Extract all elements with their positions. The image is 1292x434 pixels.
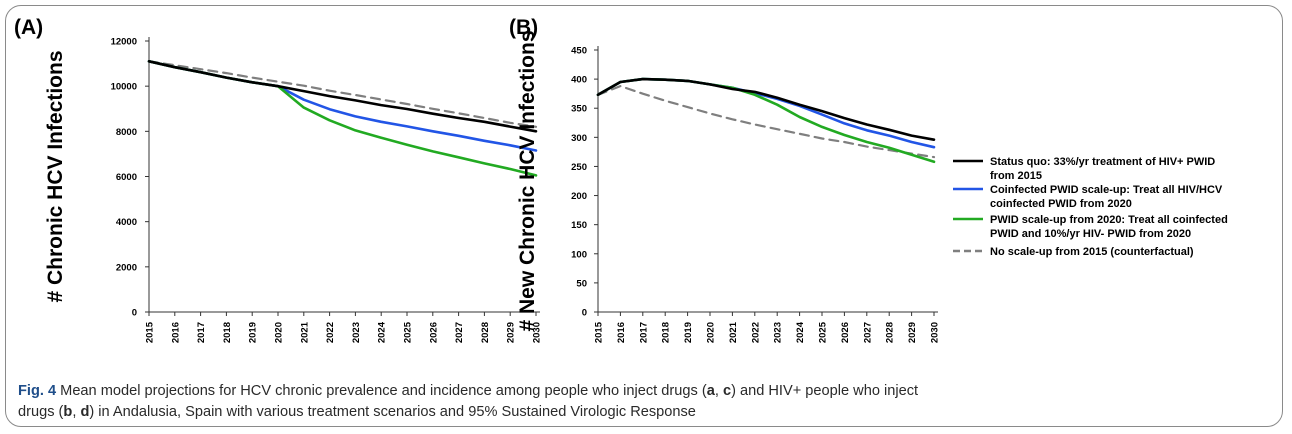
panel-a-series-line-3 — [147, 59, 538, 177]
panel-b-x-tick-label: 2021 — [728, 321, 739, 343]
caption-ref-b: b — [63, 404, 73, 420]
panel-a-y-tick-label: 12000 — [111, 37, 137, 48]
caption-ref-a: a — [706, 383, 715, 399]
panel-b-x-tick-label: 2017 — [638, 322, 649, 343]
panel-a-series-line-1 — [147, 59, 538, 133]
legend-label-4: No scale-up from 2015 (counterfactual) — [990, 246, 1194, 258]
panel-a-x-tick-label: 2015 — [145, 321, 156, 343]
panel-b-y-tick-label: 400 — [571, 75, 587, 86]
chart-canvas: (A)# Chronic HCV Infections0200040006000… — [14, 16, 1228, 343]
panel-b-series-line-4 — [596, 84, 936, 159]
caption-ref-c: c — [722, 383, 732, 399]
panel-b-x-tick-label: 2019 — [683, 322, 694, 343]
caption-text-1: Mean model projections for HCV chronic p… — [56, 383, 707, 399]
panel-a-x-tick-label: 2019 — [248, 322, 259, 343]
panel-b-x-tick-label: 2026 — [840, 322, 851, 343]
panel-b-x-tick-label: 2022 — [750, 322, 761, 343]
caption-text-3: drugs ( — [18, 404, 64, 420]
panel-a-y-tick-label: 10000 — [111, 82, 137, 93]
panel-a-x-tick-label: 2018 — [222, 322, 233, 343]
figure-frame: (A) # Chronic HCV Infections 0 2000 4000 6000… — [5, 5, 1283, 427]
panel-b-y-tick-label: 450 — [571, 46, 587, 57]
panel-b-y-tick-label: 300 — [571, 133, 587, 144]
panel-a-y-tick-label: 8000 — [116, 127, 137, 138]
panel-a-x-tick-label: 2026 — [428, 322, 439, 343]
panel-a-letter: (A) — [14, 16, 43, 39]
panel-b-y-tick-label: 0 — [582, 308, 587, 319]
panel-a-y-tick-label: 0 — [132, 308, 137, 319]
panel-a-y-tick-label: 4000 — [116, 217, 137, 228]
panel-b-y-tick-label: 350 — [571, 104, 587, 115]
panel-b-x-tick-label: 2023 — [773, 322, 784, 343]
panel-a-x-tick-label: 2022 — [325, 322, 336, 343]
panel-b-series-line-3 — [596, 77, 936, 164]
panel-a-y-axis-label: # Chronic HCV Infections — [44, 50, 67, 302]
panel-b-x-tick-label: 2018 — [661, 322, 672, 343]
panel-a-x-tick-label: 2020 — [274, 322, 285, 343]
panel-a-x-tick-label: 2023 — [351, 322, 362, 343]
legend-label-2-cont: coinfected PWID from 2020 — [990, 198, 1132, 210]
panel-b-x-tick-label: 2020 — [706, 322, 717, 343]
panel-b-x-tick-label: 2028 — [885, 322, 896, 343]
panel-a-x-tick-label: 2016 — [170, 322, 181, 343]
legend-label-3: PWID scale-up from 2020: Treat all coinf… — [990, 214, 1228, 226]
figure-caption: Fig. 4 Mean model projections for HCV ch… — [18, 381, 1273, 423]
panel-a-x-tick-label: 2027 — [454, 322, 465, 343]
legend-label-2: Coinfected PWID scale-up: Treat all HIV/… — [990, 184, 1223, 196]
panel-a-y-tick-label: 6000 — [116, 172, 137, 183]
panel-a-series-line-4 — [147, 60, 538, 128]
panel-b-letter: (B) — [509, 16, 538, 39]
panel-b-x-tick-label: 2029 — [907, 322, 918, 343]
panel-b-y-tick-label: 50 — [576, 278, 587, 289]
panel-b-x-tick-label: 2024 — [795, 321, 806, 343]
panel-a-x-tick-label: 2017 — [196, 322, 207, 343]
panel-a-x-tick-label: 2021 — [299, 321, 310, 343]
panel-b-x-tick-label: 2025 — [818, 321, 829, 343]
caption-label: Fig. 4 — [18, 383, 57, 399]
panel-b-y-tick-label: 250 — [571, 162, 587, 173]
panel-b-y-tick-label: 150 — [571, 220, 587, 231]
panel-b-series-line-2 — [596, 77, 936, 149]
legend-label-1: Status quo: 33%/yr treatment of HIV+ PWI… — [990, 156, 1215, 168]
caption-sep-2: , — [72, 404, 81, 420]
caption-text-4: ) in Andalusia, Spain with various treat… — [89, 404, 696, 420]
panel-b-series-line-1 — [596, 77, 936, 141]
panel-b-x-tick-label: 2030 — [930, 322, 941, 343]
caption-sep-1: , — [714, 383, 723, 399]
panel-b-y-tick-label: 100 — [571, 249, 587, 260]
panel-a-x-tick-label: 2024 — [377, 321, 388, 343]
panel-b-x-tick-label: 2016 — [616, 322, 627, 343]
panel-b-y-axis-label: # New Chronic HCV Infections — [516, 30, 539, 331]
panel-a-x-tick-label: 2028 — [480, 322, 491, 343]
panel-b-x-tick-label: 2015 — [594, 321, 605, 343]
legend-label-3-cont: PWID and 10%/yr HIV- PWID from 2020 — [990, 228, 1191, 240]
caption-ref-d: d — [80, 404, 90, 420]
panel-b-x-tick-label: 2027 — [862, 322, 873, 343]
caption-text-2: ) and HIV+ people who inject — [731, 383, 919, 399]
panel-b-y-tick-label: 200 — [571, 191, 587, 202]
panel-a-x-tick-label: 2025 — [403, 321, 414, 343]
legend-label-1-cont: from 2015 — [990, 170, 1042, 182]
panel-a-y-tick-label: 2000 — [116, 262, 137, 273]
panel-a-x-tick-label: 2029 — [506, 322, 517, 343]
panel-a-x-tick-label: 2030 — [532, 322, 543, 343]
